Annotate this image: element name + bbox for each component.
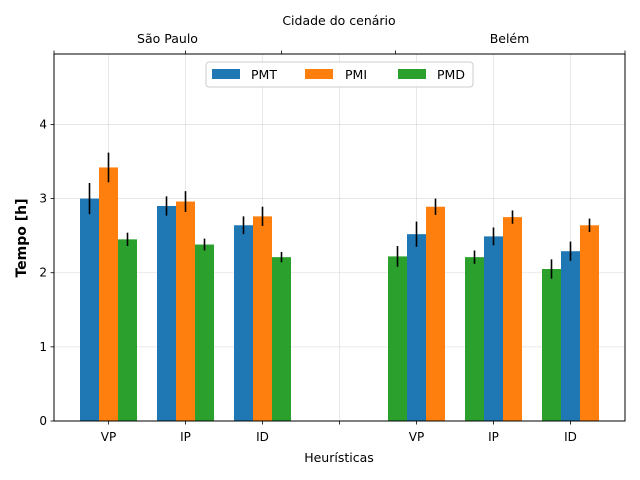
legend-swatch-pmt bbox=[212, 69, 240, 79]
y-tick-label: 1 bbox=[39, 340, 47, 354]
bar-pmi bbox=[580, 225, 599, 421]
legend-frame bbox=[205, 61, 474, 88]
y-tick-label: 4 bbox=[39, 117, 47, 131]
bar-pmd bbox=[542, 269, 561, 421]
legend-swatch-pmd bbox=[398, 69, 426, 79]
top-axis-title: Cidade do cenário bbox=[282, 13, 395, 28]
legend-label-pmt: PMT bbox=[251, 67, 277, 82]
bar-pmt bbox=[80, 198, 99, 421]
y-tick-label: 2 bbox=[39, 266, 47, 280]
x-tick-label: ID bbox=[256, 430, 269, 444]
bar-pmt bbox=[234, 225, 253, 421]
bar-pmt bbox=[561, 251, 580, 421]
x-tick-label: VP bbox=[101, 430, 116, 444]
x-tick-label: IP bbox=[180, 430, 191, 444]
x-axis-label: Heurísticas bbox=[304, 450, 374, 465]
top-group-label: Belém bbox=[490, 31, 530, 46]
x-tick-label: IP bbox=[488, 430, 499, 444]
bar-pmt bbox=[157, 205, 176, 421]
bars bbox=[80, 167, 599, 421]
bar-pmi bbox=[253, 216, 272, 421]
axes: 0 1 2 3 4 VP IP ID VP IP ID São Paulo Belém bbox=[39, 31, 626, 444]
bar-pmi bbox=[99, 167, 118, 421]
error-bars bbox=[88, 152, 591, 279]
bar-pmt bbox=[407, 234, 426, 421]
grid-lines bbox=[54, 54, 625, 422]
legend-label-pmd: PMD bbox=[437, 67, 465, 82]
legend: PMT PMI PMD bbox=[205, 61, 474, 88]
bar-pmi bbox=[426, 206, 445, 421]
bar-pmd bbox=[118, 239, 137, 421]
y-tick-label: 0 bbox=[39, 414, 47, 428]
bar-pmi bbox=[176, 201, 195, 421]
legend-swatch-pmi bbox=[305, 69, 333, 79]
bar-pmd bbox=[272, 257, 291, 421]
bar-pmt bbox=[484, 236, 503, 421]
bar-pmi bbox=[503, 217, 522, 421]
x-tick-label: ID bbox=[564, 430, 577, 444]
top-group-label: São Paulo bbox=[137, 31, 198, 46]
y-tick-label: 3 bbox=[39, 192, 47, 206]
legend-label-pmi: PMI bbox=[345, 67, 367, 82]
y-axis-label: Tempo [h] bbox=[14, 198, 30, 277]
bar-pmd bbox=[195, 244, 214, 421]
bar-pmd bbox=[388, 256, 407, 421]
bar-pmd bbox=[465, 257, 484, 421]
x-tick-label: VP bbox=[409, 430, 424, 444]
